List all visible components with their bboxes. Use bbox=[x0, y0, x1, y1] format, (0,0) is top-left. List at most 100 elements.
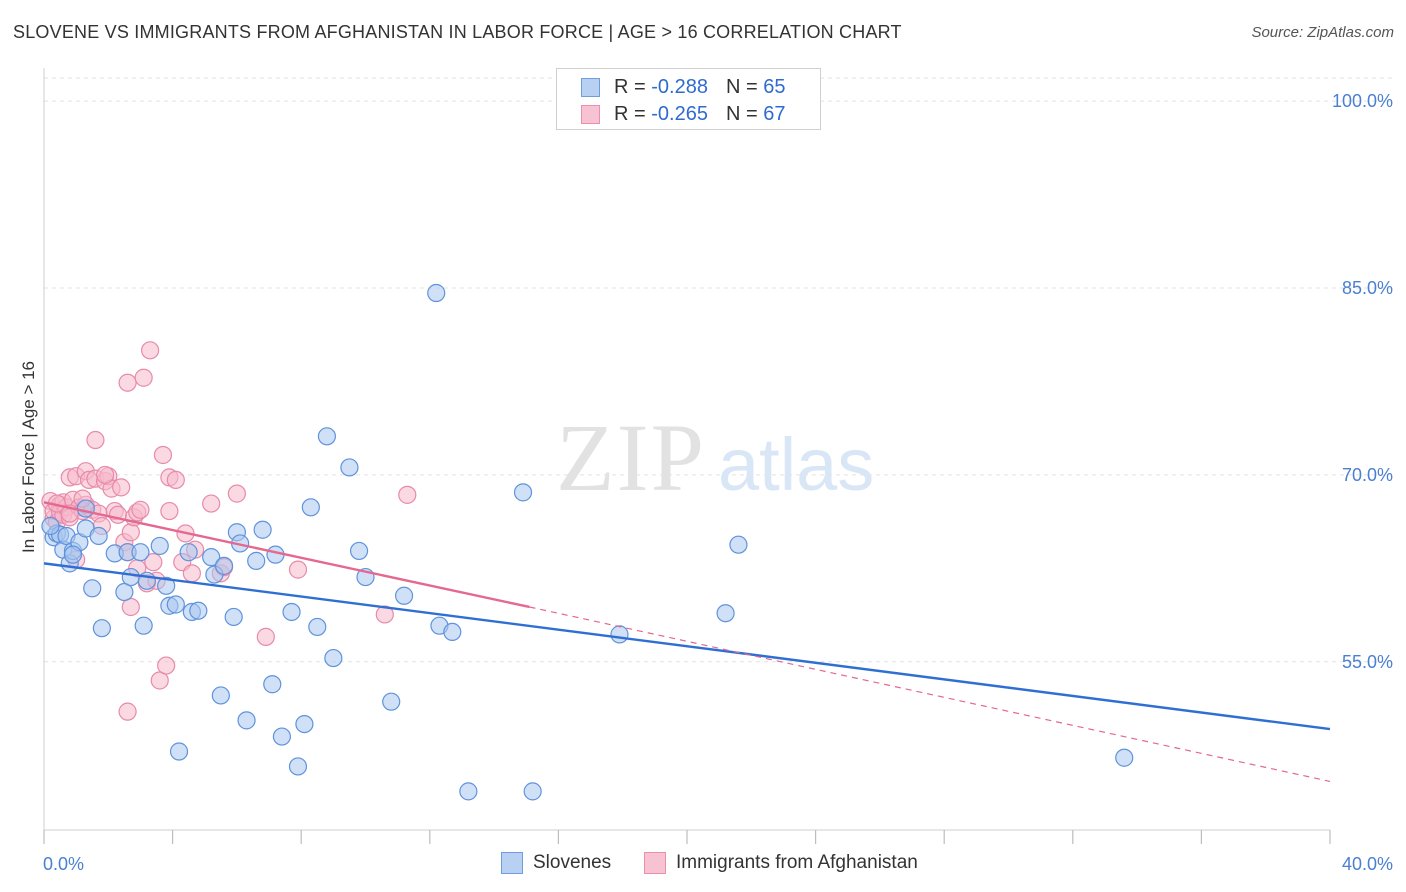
point-slovene bbox=[324, 648, 343, 668]
point-slovene bbox=[214, 556, 234, 575]
point-slovene bbox=[523, 782, 542, 801]
legend-n-value-slovenes: 65 bbox=[763, 75, 786, 98]
point-slovene bbox=[1115, 748, 1134, 767]
tick-labels: 55.0% 70.0% 85.0% 100.0% 0.0% 40.0% bbox=[43, 91, 1393, 874]
correlation-legend: R = -0.288 N = 65 R = -0.265 N = 67 bbox=[556, 68, 821, 130]
point-slovene bbox=[308, 617, 327, 637]
legend-row-slovenes: R = -0.288 N = 65 bbox=[581, 75, 785, 99]
legend-r-label: R = bbox=[614, 75, 646, 98]
point-slovene bbox=[115, 582, 134, 602]
point-slovene bbox=[513, 483, 533, 502]
trend-line-afghanistan bbox=[43, 501, 530, 609]
x-tick-label-min: 0.0% bbox=[43, 854, 84, 874]
point-slovene bbox=[427, 283, 446, 303]
y-tick-label: 70.0% bbox=[1342, 465, 1393, 485]
point-slovene bbox=[382, 692, 401, 711]
point-slovene bbox=[134, 616, 153, 635]
point-slovene bbox=[443, 622, 462, 642]
axes bbox=[43, 68, 1331, 844]
point-slovene bbox=[263, 675, 282, 694]
x-tick-label-max: 40.0% bbox=[1342, 854, 1393, 874]
y-tick-label: 100.0% bbox=[1332, 91, 1393, 111]
legend-r-value-afghanistan: -0.265 bbox=[651, 102, 708, 125]
point-afghanistan bbox=[398, 485, 417, 504]
legend-item-afghanistan[interactable]: Immigrants from Afghanistan bbox=[644, 852, 918, 874]
watermark: ZIP atlas bbox=[556, 404, 874, 511]
point-slovene bbox=[610, 625, 629, 644]
legend-swatch-pink bbox=[581, 104, 600, 124]
point-slovene bbox=[179, 543, 198, 562]
point-slovene bbox=[89, 526, 108, 546]
point-slovene bbox=[76, 499, 95, 518]
point-afghanistan bbox=[95, 465, 115, 485]
legend-swatch-blue bbox=[581, 77, 600, 97]
point-afghanistan bbox=[256, 627, 275, 646]
legend-label-afghanistan: Immigrants from Afghanistan bbox=[676, 852, 918, 873]
point-slovene bbox=[340, 458, 359, 477]
point-slovene bbox=[131, 543, 150, 562]
point-afghanistan bbox=[150, 671, 169, 690]
point-slovene bbox=[253, 520, 272, 539]
point-afghanistan bbox=[160, 501, 179, 521]
point-afghanistan bbox=[134, 368, 153, 387]
point-slovene bbox=[301, 498, 320, 517]
point-afghanistan bbox=[227, 484, 246, 503]
point-slovene bbox=[189, 601, 208, 620]
point-afghanistan bbox=[202, 494, 221, 513]
point-afghanistan bbox=[86, 430, 105, 450]
point-slovene bbox=[459, 782, 478, 801]
y-tick-label: 85.0% bbox=[1342, 278, 1393, 298]
point-slovene bbox=[121, 567, 140, 587]
point-afghanistan bbox=[375, 605, 394, 624]
point-afghanistan bbox=[166, 470, 185, 490]
point-slovene bbox=[349, 541, 369, 561]
legend-row-afghanistan: R = -0.265 N = 67 bbox=[581, 102, 785, 126]
y-axis-title: In Labor Force | Age > 16 bbox=[19, 361, 38, 553]
point-slovene bbox=[282, 602, 301, 622]
point-slovene bbox=[729, 535, 748, 554]
legend-r-label: R = bbox=[614, 102, 646, 125]
point-slovene bbox=[169, 742, 189, 761]
point-slovene bbox=[317, 427, 337, 446]
legend-swatch-blue bbox=[501, 852, 523, 874]
point-slovene bbox=[63, 545, 83, 564]
point-slovene bbox=[41, 516, 60, 536]
point-slovene bbox=[166, 595, 185, 614]
trend-line-afghanistan-extrapolated bbox=[529, 606, 1331, 782]
trend-lines bbox=[43, 501, 1331, 782]
trend-line-slovenes bbox=[43, 562, 1331, 731]
point-afghanistan bbox=[118, 373, 137, 392]
point-slovene bbox=[157, 576, 176, 595]
point-slovene bbox=[394, 586, 414, 605]
point-afghanistan bbox=[121, 523, 140, 542]
point-slovene bbox=[288, 757, 308, 776]
point-slovene bbox=[150, 536, 169, 556]
legend-n-label: N = bbox=[725, 102, 758, 125]
point-slovene bbox=[224, 607, 243, 627]
chart-title: SLOVENE VS IMMIGRANTS FROM AFGHANISTAN I… bbox=[13, 22, 902, 42]
point-afghanistan bbox=[140, 341, 160, 360]
legend-n-value-afghanistan: 67 bbox=[763, 102, 786, 125]
point-afghanistan bbox=[118, 702, 137, 721]
legend-item-slovenes[interactable]: Slovenes bbox=[501, 852, 611, 874]
legend-label-slovenes: Slovenes bbox=[533, 852, 612, 873]
point-afghanistan bbox=[112, 478, 131, 497]
series-legend: Slovenes Immigrants from Afghanistan bbox=[0, 852, 1406, 878]
point-afghanistan bbox=[182, 564, 201, 583]
gridlines bbox=[44, 77, 1392, 663]
point-slovene bbox=[716, 604, 735, 623]
series-slovenes-points bbox=[41, 283, 1134, 801]
point-slovene bbox=[247, 551, 266, 570]
source-credit: Source: ZipAtlas.com bbox=[1251, 24, 1394, 41]
point-slovene bbox=[83, 579, 102, 598]
point-afghanistan bbox=[157, 656, 176, 675]
point-afghanistan bbox=[131, 500, 150, 519]
point-slovene bbox=[295, 714, 314, 734]
y-tick-label: 55.0% bbox=[1342, 652, 1393, 672]
legend-n-label: N = bbox=[725, 75, 758, 98]
watermark-zip: ZIP bbox=[556, 404, 706, 511]
point-slovene bbox=[211, 686, 230, 705]
point-afghanistan bbox=[288, 560, 308, 579]
legend-r-value-slovenes: -0.288 bbox=[651, 75, 708, 98]
